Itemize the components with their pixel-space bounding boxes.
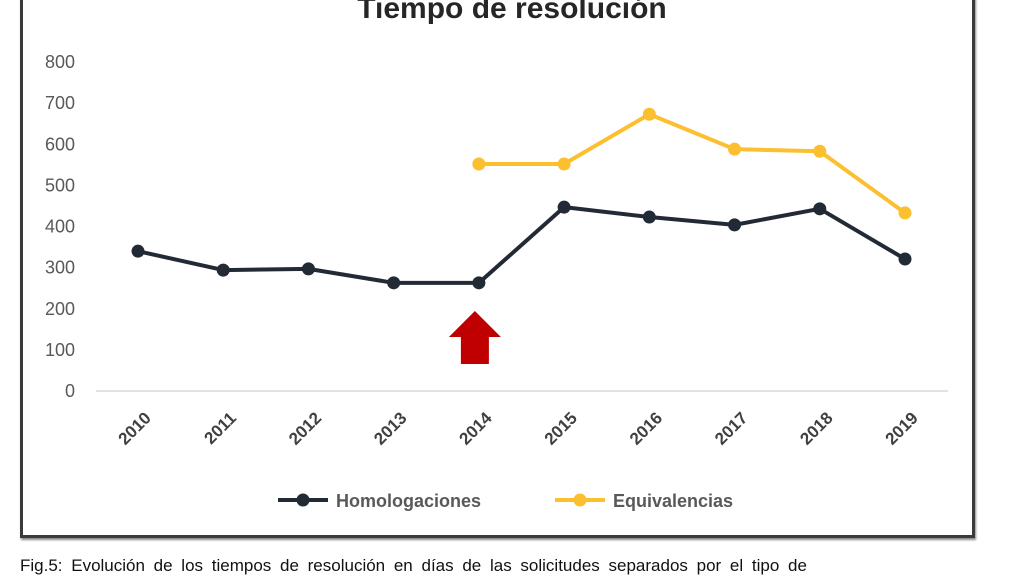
figure-caption: Fig.5: Evolución de los tiempos de resol… bbox=[20, 556, 807, 575]
chart-frame bbox=[20, 0, 975, 538]
data-point bbox=[728, 142, 742, 156]
data-point bbox=[131, 244, 145, 258]
data-point bbox=[898, 206, 912, 220]
x-tick-label: 2014 bbox=[456, 408, 497, 449]
data-point bbox=[472, 276, 486, 290]
legend-label: Equivalencias bbox=[613, 491, 733, 511]
data-point bbox=[301, 262, 315, 276]
x-tick-label: 2019 bbox=[882, 408, 922, 448]
data-point bbox=[216, 263, 230, 277]
y-tick-label: 400 bbox=[45, 217, 75, 237]
x-tick-label: 2016 bbox=[626, 408, 666, 448]
red-arrow-up-icon bbox=[448, 311, 501, 364]
data-point bbox=[813, 144, 827, 158]
series-line-equivalencias bbox=[478, 112, 907, 215]
data-point bbox=[813, 202, 827, 216]
y-tick-label: 0 bbox=[65, 381, 75, 401]
y-tick-label: 700 bbox=[45, 93, 75, 113]
x-tick-label: 2017 bbox=[711, 408, 751, 448]
series-line-homologaciones bbox=[137, 205, 907, 285]
chart-title: Tiempo de resolución bbox=[357, 0, 667, 25]
y-tick-label: 200 bbox=[45, 299, 75, 319]
legend-marker bbox=[573, 493, 587, 507]
y-tick-label: 100 bbox=[45, 340, 75, 360]
y-tick-label: 600 bbox=[45, 134, 75, 154]
data-point bbox=[557, 200, 571, 214]
x-tick-label: 2011 bbox=[201, 408, 241, 448]
data-point bbox=[557, 157, 571, 171]
y-tick-label: 800 bbox=[45, 52, 75, 72]
x-tick-label: 2015 bbox=[541, 408, 581, 448]
data-point bbox=[898, 252, 912, 266]
data-point bbox=[472, 157, 486, 171]
x-tick-label: 2018 bbox=[796, 408, 836, 448]
data-point bbox=[728, 218, 742, 232]
legend-marker bbox=[296, 493, 310, 507]
legend-label: Homologaciones bbox=[336, 491, 481, 511]
x-tick-label: 2012 bbox=[285, 408, 325, 448]
data-point bbox=[387, 276, 401, 290]
data-point bbox=[642, 107, 656, 121]
x-tick-label: 2010 bbox=[115, 408, 155, 448]
y-tick-label: 500 bbox=[45, 175, 75, 195]
data-point bbox=[642, 210, 656, 224]
x-tick-label: 2013 bbox=[370, 408, 410, 448]
y-tick-label: 300 bbox=[45, 258, 75, 278]
